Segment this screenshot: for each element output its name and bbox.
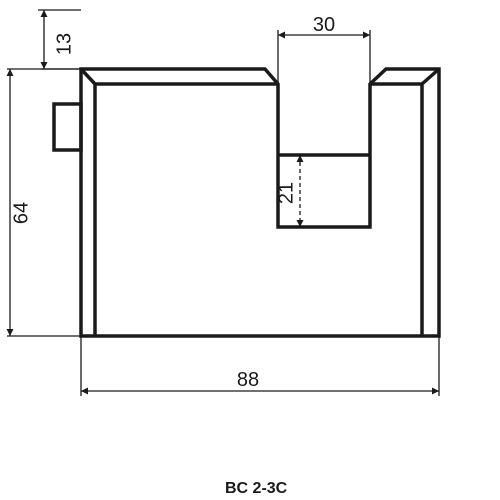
dim-top-13: 13 [54,33,77,55]
part-title: BC 2-3C [225,480,287,498]
dim-width-88: 88 [237,369,259,392]
dim-notch-30: 30 [313,14,335,37]
dim-height-64: 64 [11,202,34,224]
dim-inner-21: 21 [276,182,299,204]
